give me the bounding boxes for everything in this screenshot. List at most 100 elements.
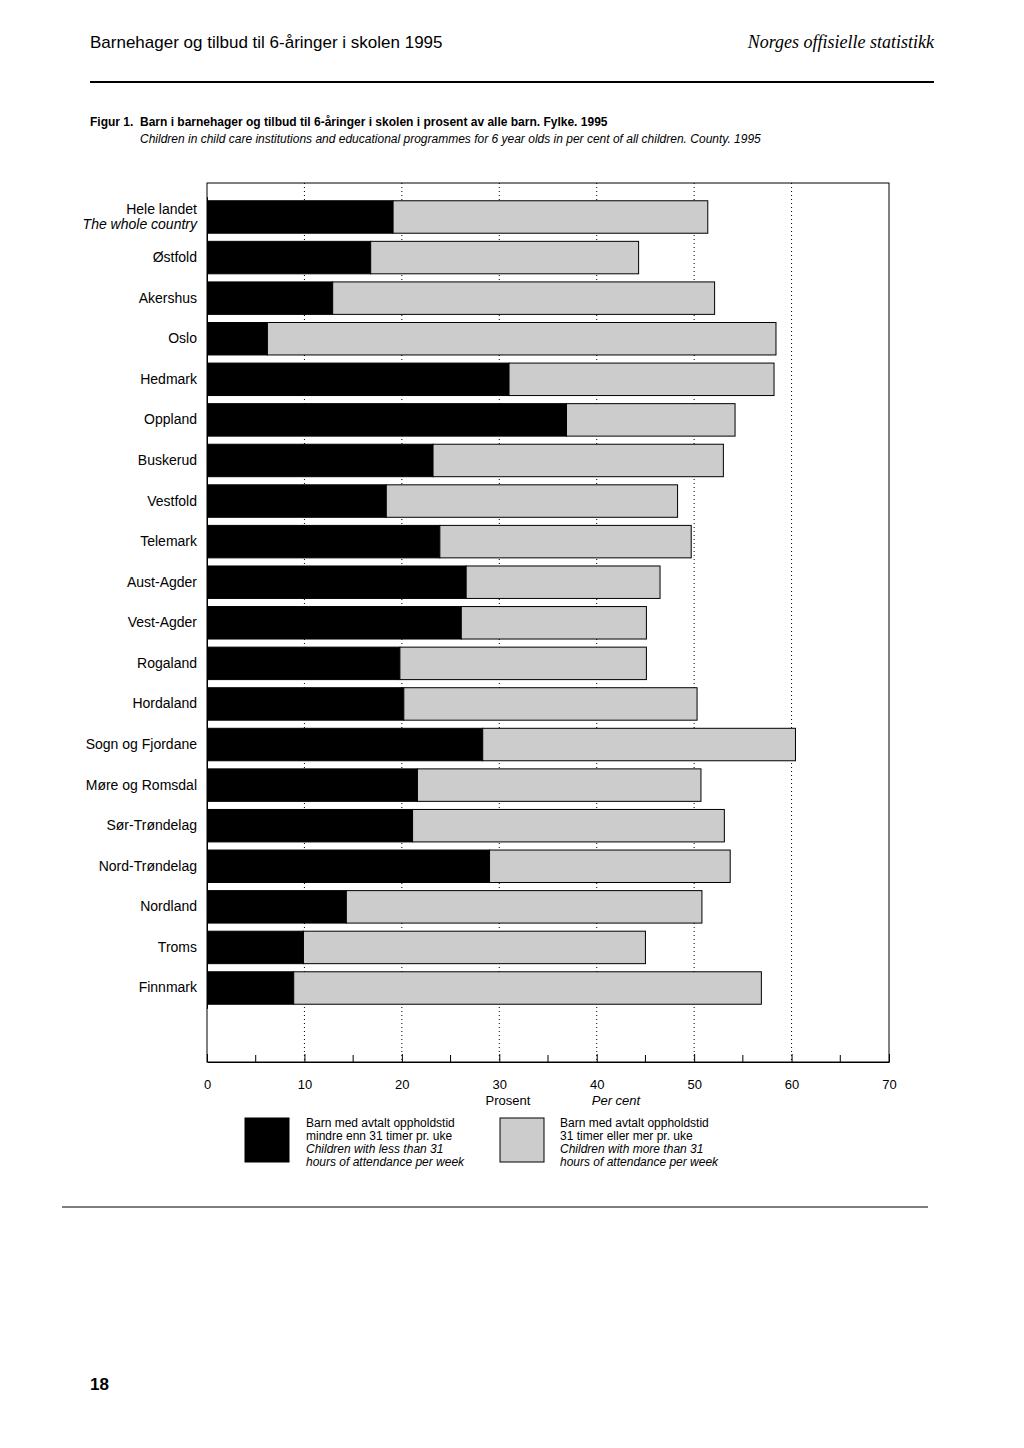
x-tick-label: 60 — [785, 1077, 799, 1092]
bar-segment — [490, 850, 731, 882]
category-label: Sogn og Fjordane — [86, 736, 198, 752]
y-tick: Møre og Romsdal — [86, 777, 207, 793]
category-label: Østfold — [153, 249, 197, 265]
title: Barn i barnehager og tilbud til 6-åringe… — [140, 115, 608, 129]
bar-segment — [333, 282, 715, 314]
y-tick: Troms — [158, 939, 207, 955]
category-label: Hedmark — [140, 371, 198, 387]
x-tick-mark — [889, 1054, 890, 1062]
x-tick-label: 40 — [590, 1077, 604, 1092]
grid-line — [791, 183, 792, 1062]
x-minor-tick — [548, 1055, 549, 1062]
x-tick-label: 30 — [493, 1077, 507, 1092]
x-tick-label: 50 — [687, 1077, 701, 1092]
x-minor-tick — [840, 1055, 841, 1062]
header-rule — [90, 81, 934, 83]
category-label: Hordaland — [132, 695, 197, 711]
y-tick: Vestfold — [147, 493, 207, 509]
y-tick: Oslo — [168, 330, 207, 346]
bar-segment — [207, 566, 466, 598]
plot-frame — [207, 183, 889, 1062]
category-label: Akershus — [139, 290, 197, 306]
x-tick-label: 10 — [298, 1077, 312, 1092]
x-tick: 30 — [493, 1054, 507, 1092]
y-tick: Nord-Trøndelag — [99, 858, 207, 874]
x-tick: 20 — [395, 1054, 409, 1092]
header-left: Barnehager og tilbud til 6-åringer i sko… — [90, 33, 443, 52]
x-minor-tick — [645, 1055, 646, 1062]
bar-segment — [346, 891, 702, 923]
bar-segment — [294, 972, 762, 1004]
page: Barnehager og tilbud til 6-åringer i sko… — [0, 0, 1024, 1448]
category-label: Telemark — [140, 533, 198, 549]
x-tick-mark — [694, 1054, 695, 1062]
x-axis-title-en: Per cent — [592, 1093, 642, 1108]
bar-segment — [483, 728, 796, 760]
bar-segment — [207, 972, 294, 1004]
bar-segment — [371, 241, 639, 273]
bar-segment — [207, 809, 413, 841]
bar-segment — [207, 688, 404, 720]
bar-segment — [386, 485, 677, 517]
bar-segment — [509, 363, 774, 395]
y-tick: Nordland — [140, 898, 207, 914]
bar-segment — [400, 647, 646, 679]
y-tick: Oppland — [144, 411, 207, 427]
x-tick-mark — [207, 1054, 208, 1062]
bar-segment — [433, 444, 723, 476]
x-tick: 40 — [590, 1054, 604, 1092]
x-tick-label: 20 — [395, 1077, 409, 1092]
x-axis-line — [208, 1062, 890, 1063]
bar-segment — [207, 241, 371, 273]
x-minor-tick — [450, 1055, 451, 1062]
header-right: Norges offisielle statistikk — [747, 32, 935, 52]
page-number: 18 — [90, 1375, 109, 1394]
bar-segment — [207, 322, 267, 354]
bar-segment — [440, 525, 691, 557]
category-label: Aust-Agder — [127, 574, 197, 590]
category-label: Oslo — [168, 330, 197, 346]
category-label: Vest-Agder — [128, 614, 198, 630]
bar-segment — [207, 728, 483, 760]
x-tick: 50 — [687, 1054, 701, 1092]
bar-segment — [417, 769, 701, 801]
y-tick: Hordaland — [132, 695, 207, 711]
subtitle: Children in child care institutions and … — [140, 132, 761, 146]
bar-segment — [207, 850, 490, 882]
legend-label: Barn med avtalt oppholdstid31 timer elle… — [560, 1116, 719, 1169]
legend: Barn med avtalt oppholdstidmindre enn 31… — [245, 1116, 719, 1169]
category-label: Nord-Trøndelag — [99, 858, 197, 874]
figure-label: Figur 1. — [90, 115, 133, 129]
category-label: Nordland — [140, 898, 197, 914]
x-minor-tick — [353, 1055, 354, 1062]
bar-segment — [207, 891, 346, 923]
x-minor-tick — [255, 1055, 256, 1062]
bar-segment — [567, 404, 736, 436]
bar-segment — [404, 688, 697, 720]
bar-segment — [466, 566, 660, 598]
bars — [207, 201, 795, 1004]
x-tick: 60 — [785, 1054, 799, 1092]
legend-label: Barn med avtalt oppholdstidmindre enn 31… — [306, 1116, 465, 1169]
bar-segment — [303, 931, 645, 963]
y-tick: Rogaland — [137, 655, 207, 671]
x-minor-ticks — [256, 1055, 841, 1062]
category-label: Rogaland — [137, 655, 197, 671]
y-tick: Hele landetThe whole country — [83, 201, 207, 232]
y-tick: Østfold — [153, 249, 207, 265]
bar-segment — [207, 769, 417, 801]
bar-segment — [207, 607, 461, 639]
x-tick-mark — [792, 1054, 793, 1062]
y-axis-line — [207, 197, 208, 1009]
x-minor-tick — [742, 1055, 743, 1062]
x-axis: 010203040506070 — [204, 1054, 897, 1092]
y-tick: Aust-Agder — [127, 574, 207, 590]
footer-rule — [62, 1207, 928, 1208]
bar-segment — [207, 404, 567, 436]
bar-segment — [207, 485, 386, 517]
y-tick: Buskerud — [138, 452, 207, 468]
bar-segment — [207, 363, 509, 395]
bar-segment — [413, 809, 725, 841]
bar-segment — [207, 525, 440, 557]
category-label: Vestfold — [147, 493, 197, 509]
